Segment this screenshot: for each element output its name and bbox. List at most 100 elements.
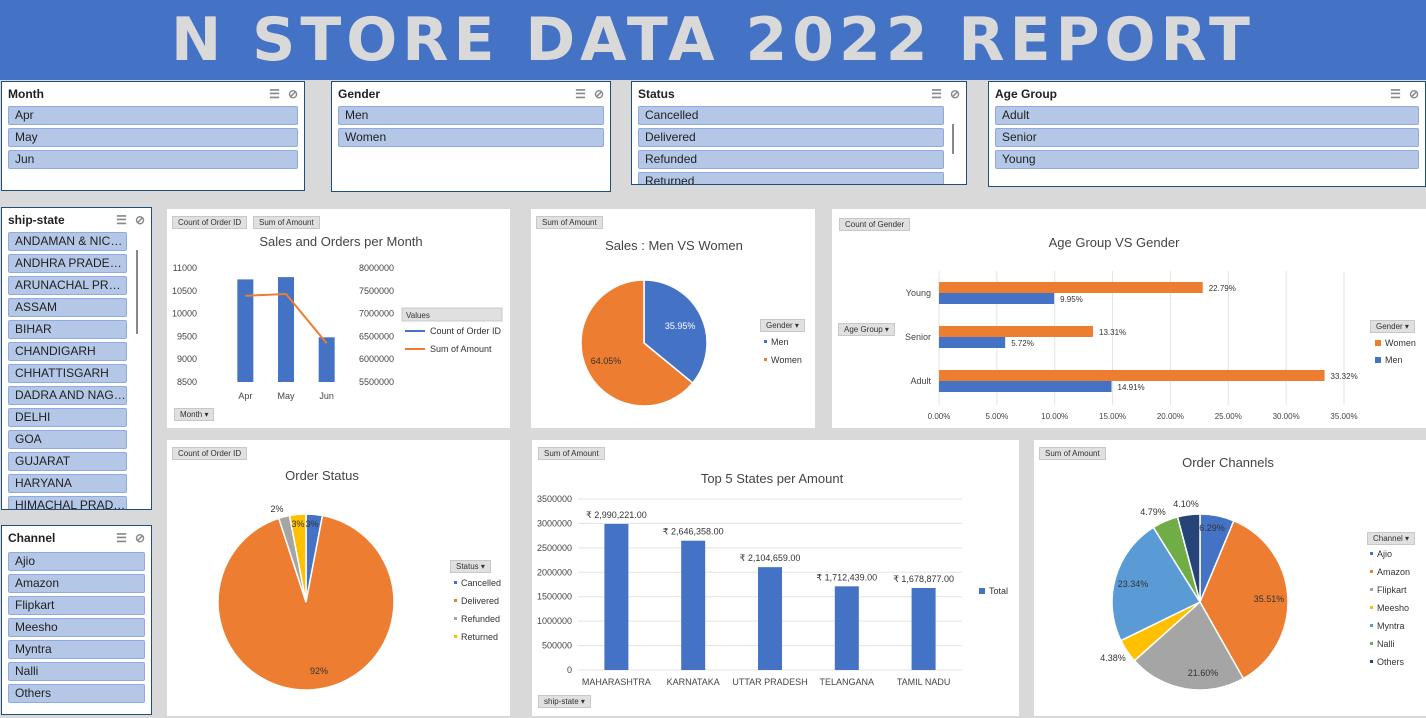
- sum-amount-button[interactable]: Sum of Amount: [538, 447, 605, 460]
- ship-state-slicer-scrollbar[interactable]: [136, 250, 138, 334]
- multi-select-icon[interactable]: ☰: [269, 87, 280, 101]
- bar: [939, 337, 1006, 348]
- sum-amount-button[interactable]: Sum of Amount: [536, 216, 603, 229]
- ship-state-axis-button[interactable]: ship-state ▾: [538, 695, 591, 708]
- bar: [939, 326, 1094, 337]
- y-tick-label: 1000000: [537, 616, 572, 626]
- ship-state-slicer-item[interactable]: HARYANA: [8, 474, 127, 493]
- bar: [911, 587, 936, 670]
- ship-state-slicer-item[interactable]: DELHI: [8, 408, 127, 427]
- multi-select-icon[interactable]: ☰: [116, 531, 127, 545]
- count-order-id-button[interactable]: Count of Order ID: [172, 447, 248, 460]
- data-label: ₹ 2,104,659.00: [740, 553, 801, 563]
- month-slicer-item[interactable]: Jun: [8, 150, 298, 169]
- count-gender-button[interactable]: Count of Gender: [839, 218, 911, 231]
- pie-slice: [1176, 513, 1201, 603]
- chart-title: Sales : Men VS Women: [605, 238, 743, 253]
- month-slicer-item[interactable]: Apr: [8, 106, 298, 125]
- legend-label: Amazon: [1377, 567, 1410, 577]
- pie-slice: [1111, 526, 1202, 642]
- legend-label: Men: [771, 337, 789, 347]
- x-tick-label: 15.00%: [1099, 412, 1126, 421]
- channel-slicer-item[interactable]: Flipkart: [8, 596, 145, 615]
- channel-slicer-item[interactable]: Myntra: [8, 640, 145, 659]
- channel-slicer-item[interactable]: Ajio: [8, 552, 145, 571]
- ship-state-slicer-item[interactable]: ARUNACHAL PRAD...: [8, 276, 127, 295]
- clear-filter-icon[interactable]: ⊘: [287, 87, 298, 101]
- age-group-axis-button[interactable]: Age Group ▾: [838, 323, 895, 336]
- age-group-slicer-item[interactable]: Senior: [995, 128, 1419, 147]
- clear-filter-icon[interactable]: ⊘: [1408, 87, 1419, 101]
- y-tick-label: 0: [567, 665, 572, 675]
- clear-filter-icon[interactable]: ⊘: [949, 87, 960, 101]
- status-slicer-item[interactable]: Cancelled: [638, 106, 944, 125]
- men-women-panel: Sum of Amount Gender ▾ Sales : Men VS Wo…: [531, 209, 815, 428]
- x-tick-label: Apr: [238, 391, 252, 401]
- sales-orders-panel: Count of Order ID Sum of Amount Month ▾ …: [167, 209, 510, 428]
- bar: [834, 586, 859, 670]
- multi-select-icon[interactable]: ☰: [1390, 87, 1401, 101]
- ship-state-slicer-item[interactable]: ASSAM: [8, 298, 127, 317]
- legend-label: Myntra: [1377, 621, 1405, 631]
- data-label: 4.79%: [1140, 507, 1166, 517]
- ship-state-slicer-item[interactable]: CHHATTISGARH: [8, 364, 127, 383]
- multi-select-icon[interactable]: ☰: [116, 213, 127, 227]
- ship-state-slicer-item[interactable]: CHANDIGARH: [8, 342, 127, 361]
- legend-swatch: [1370, 606, 1373, 609]
- legend-swatch: [454, 599, 457, 602]
- gender-slicer-item[interactable]: Men: [338, 106, 604, 125]
- x-tick-label: 5.00%: [986, 412, 1009, 421]
- bar: [237, 279, 254, 382]
- ship-state-slicer-item[interactable]: HIMACHAL PRADESH: [8, 496, 127, 509]
- age-group-slicer-item[interactable]: Young: [995, 150, 1419, 169]
- status-filter-button[interactable]: Status ▾: [450, 560, 491, 573]
- gender-filter-button[interactable]: Gender ▾: [1370, 320, 1415, 333]
- status-slicer-scrollbar[interactable]: [952, 124, 954, 154]
- y-tick-label: 2000000: [537, 567, 572, 577]
- bar: [939, 370, 1325, 381]
- channel-slicer-item[interactable]: Others: [8, 684, 145, 703]
- age-group-slicer-item[interactable]: Adult: [995, 106, 1419, 125]
- gender-slicer-title: Gender: [338, 87, 381, 101]
- clear-filter-icon[interactable]: ⊘: [134, 213, 145, 227]
- legend-swatch: [1370, 660, 1373, 663]
- ship-state-slicer-item[interactable]: ANDAMAN & NICO...: [8, 232, 127, 251]
- channel-filter-button[interactable]: Channel ▾: [1367, 532, 1416, 545]
- month-slicer-title: Month: [8, 87, 44, 101]
- legend-label: Ajio: [1377, 549, 1392, 559]
- multi-select-icon[interactable]: ☰: [931, 87, 942, 101]
- y-right-tick-label: 7000000: [359, 309, 394, 319]
- month-axis-button[interactable]: Month ▾: [174, 408, 215, 421]
- ship-state-slicer-item[interactable]: DADRA AND NAGAR: [8, 386, 127, 405]
- sum-amount-button[interactable]: Sum of Amount: [253, 216, 320, 229]
- report-banner: N STORE DATA 2022 REPORT: [0, 0, 1426, 80]
- data-label: ₹ 2,990,221.00: [586, 510, 647, 520]
- legend-swatch: [1370, 552, 1373, 555]
- channel-slicer-item[interactable]: Meesho: [8, 618, 145, 637]
- sum-amount-button[interactable]: Sum of Amount: [1039, 447, 1106, 460]
- ship-state-slicer-item[interactable]: GOA: [8, 430, 127, 449]
- gender-slicer-item[interactable]: Women: [338, 128, 604, 147]
- bar: [758, 567, 782, 670]
- x-tick-label: 20.00%: [1157, 412, 1184, 421]
- multi-select-icon[interactable]: ☰: [575, 87, 586, 101]
- legend-label: Women: [771, 355, 802, 365]
- ship-state-slicer-item[interactable]: ANDHRA PRADESH: [8, 254, 127, 273]
- legend-swatch: [764, 358, 767, 361]
- month-slicer-item[interactable]: May: [8, 128, 298, 147]
- status-slicer-item[interactable]: Refunded: [638, 150, 944, 169]
- status-slicer-item[interactable]: Returned: [638, 172, 944, 184]
- data-label: 4.10%: [1173, 499, 1199, 509]
- channel-slicer-item[interactable]: Nalli: [8, 662, 145, 681]
- legend-swatch: [979, 588, 985, 594]
- order-status-panel: Count of Order ID Status ▾ Order Status 3…: [167, 440, 510, 716]
- clear-filter-icon[interactable]: ⊘: [593, 87, 604, 101]
- clear-filter-icon[interactable]: ⊘: [134, 531, 145, 545]
- count-order-id-button[interactable]: Count of Order ID: [172, 216, 248, 229]
- ship-state-slicer-item[interactable]: GUJARAT: [8, 452, 127, 471]
- ship-state-slicer-item[interactable]: BIHAR: [8, 320, 127, 339]
- status-slicer-item[interactable]: Delivered: [638, 128, 944, 147]
- channel-slicer-item[interactable]: Amazon: [8, 574, 145, 593]
- gender-filter-button[interactable]: Gender ▾: [760, 319, 805, 332]
- age-group-slicer: Age Group ☰ ⊘ Adult Senior Young: [988, 81, 1426, 187]
